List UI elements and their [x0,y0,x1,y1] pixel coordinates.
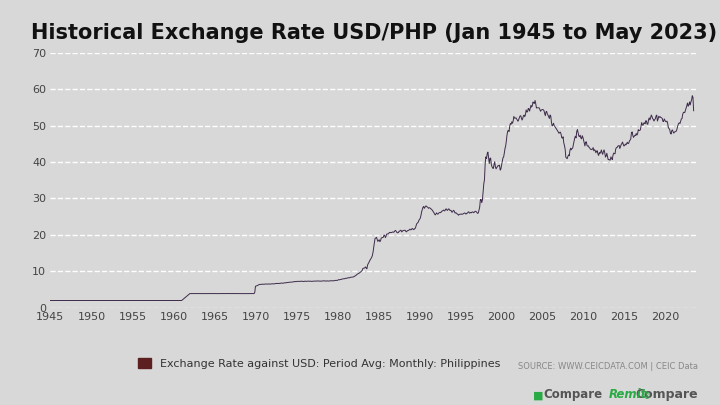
Text: Compare: Compare [544,388,603,401]
Legend: Exchange Rate against USD: Period Avg: Monthly: Philippines: Exchange Rate against USD: Period Avg: M… [134,354,505,374]
Title: Historical Exchange Rate USD/PHP (Jan 1945 to May 2023): Historical Exchange Rate USD/PHP (Jan 19… [32,23,717,43]
Text: Compare: Compare [636,388,698,401]
Text: ■: ■ [533,391,546,401]
Text: SOURCE: WWW.CEICDATA.COM | CEIC Data: SOURCE: WWW.CEICDATA.COM | CEIC Data [518,362,698,371]
Text: ®: ® [643,392,651,401]
Text: Remit: Remit [608,388,647,401]
